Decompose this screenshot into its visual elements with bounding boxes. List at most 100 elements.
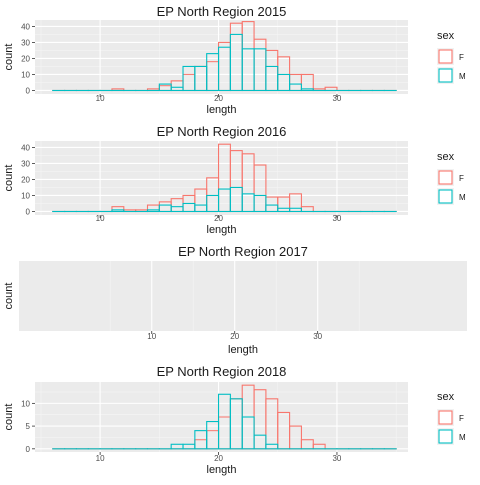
y-tick-label: 5 <box>26 422 31 431</box>
x-tick-label: 10 <box>147 332 156 341</box>
histogram-bar <box>183 444 195 449</box>
y-axis-label: count <box>3 404 15 431</box>
y-axis-label: count <box>3 165 15 192</box>
histogram-bar <box>207 54 219 91</box>
legend-label-F: F <box>459 414 464 423</box>
legend: sex F M <box>437 151 466 205</box>
legend-label-M: M <box>459 193 466 202</box>
x-tick-label: 20 <box>214 94 223 103</box>
histogram-bar <box>147 210 159 212</box>
facet-panel-3: EP North Region 2017 10 20 30 length count <box>3 244 467 356</box>
legend: sex F M <box>437 391 466 445</box>
legend-key-M <box>439 430 452 443</box>
histogram-bar <box>242 417 254 449</box>
x-tick-label: 30 <box>332 94 341 103</box>
y-axis-label: count <box>3 283 15 310</box>
x-axis-label: length <box>228 344 258 356</box>
histogram-bar <box>301 74 313 90</box>
histogram-bar <box>266 444 278 449</box>
legend-title: sex <box>437 30 455 42</box>
y-tick-label: 0 <box>26 207 31 216</box>
histogram-bar <box>290 84 302 90</box>
histogram-bar <box>266 399 278 449</box>
histogram-bar <box>195 431 207 449</box>
legend-title: sex <box>437 391 455 403</box>
histogram-bar <box>290 426 302 449</box>
x-tick-label: 20 <box>214 454 223 463</box>
histogram-bar <box>207 195 219 211</box>
histogram-bar <box>230 399 242 449</box>
x-tick-label: 30 <box>332 214 341 223</box>
histogram-bar <box>183 203 195 211</box>
histogram-bar <box>242 49 254 91</box>
y-tick-label: 0 <box>26 86 31 95</box>
histogram-bar <box>219 47 231 90</box>
histogram-bar <box>159 84 171 90</box>
x-tick-label: 10 <box>96 214 105 223</box>
histogram-bar <box>313 444 325 449</box>
legend-key-F <box>439 411 452 424</box>
histogram-bar <box>207 422 219 449</box>
legend-label-M: M <box>459 72 466 81</box>
histogram-bar <box>254 435 266 449</box>
histogram-bar <box>219 394 231 449</box>
histogram-bar <box>278 208 290 211</box>
y-tick-label: 40 <box>21 22 30 31</box>
histogram-bar <box>171 87 183 90</box>
plot-panel <box>19 261 467 331</box>
y-tick-label: 0 <box>26 445 31 454</box>
y-tick-label: 20 <box>21 175 30 184</box>
legend-key-F <box>439 50 452 63</box>
legend-label-M: M <box>459 433 466 442</box>
legend-label-F: F <box>459 174 464 183</box>
histogram-bar <box>230 187 242 211</box>
y-tick-label: 10 <box>21 399 30 408</box>
histogram-bar <box>301 89 313 91</box>
y-tick-label: 10 <box>21 70 30 79</box>
y-tick-label: 30 <box>21 159 30 168</box>
legend-label-F: F <box>459 53 464 62</box>
histogram-bar <box>219 189 231 211</box>
legend-title: sex <box>437 151 455 163</box>
x-tick-label: 20 <box>214 214 223 223</box>
histogram-bar <box>242 194 254 212</box>
x-tick-label: 20 <box>230 332 239 341</box>
histogram-bar <box>112 210 124 212</box>
histogram-bar <box>171 444 183 449</box>
histogram-bar <box>266 205 278 211</box>
histogram-bar <box>254 195 266 211</box>
histogram-bar <box>278 412 290 448</box>
histogram-bar <box>159 205 171 211</box>
histogram-bar <box>183 66 195 90</box>
x-axis-label: length <box>207 464 237 476</box>
chart-title: EP North Region 2017 <box>178 244 308 259</box>
chart-title: EP North Region 2016 <box>157 124 287 139</box>
histogram-bar <box>301 440 313 449</box>
y-tick-label: 40 <box>21 143 30 152</box>
histogram-bar <box>171 207 183 212</box>
legend-key-F <box>439 171 452 184</box>
y-tick-label: 30 <box>21 38 30 47</box>
x-tick-label: 30 <box>313 332 322 341</box>
x-axis-label: length <box>207 224 237 236</box>
histogram-bar <box>301 207 313 212</box>
y-tick-label: 10 <box>21 191 30 200</box>
histogram-bar <box>230 34 242 90</box>
histogram-bar <box>254 49 266 91</box>
y-axis-label: count <box>3 44 15 71</box>
x-tick-label: 10 <box>96 454 105 463</box>
legend-key-M <box>439 69 452 82</box>
chart-title: EP North Region 2015 <box>157 4 287 19</box>
chart-title: EP North Region 2018 <box>157 364 287 379</box>
legend: sex F M <box>437 30 466 84</box>
histogram-bar <box>266 66 278 90</box>
facet-panel-2: EP North Region 2016 10 20 30 0 10 20 30 40 lengt… <box>3 124 466 236</box>
x-tick-label: 10 <box>96 94 105 103</box>
legend-key-M <box>439 190 452 203</box>
histogram-bar <box>290 208 302 211</box>
x-axis-label: length <box>207 104 237 116</box>
